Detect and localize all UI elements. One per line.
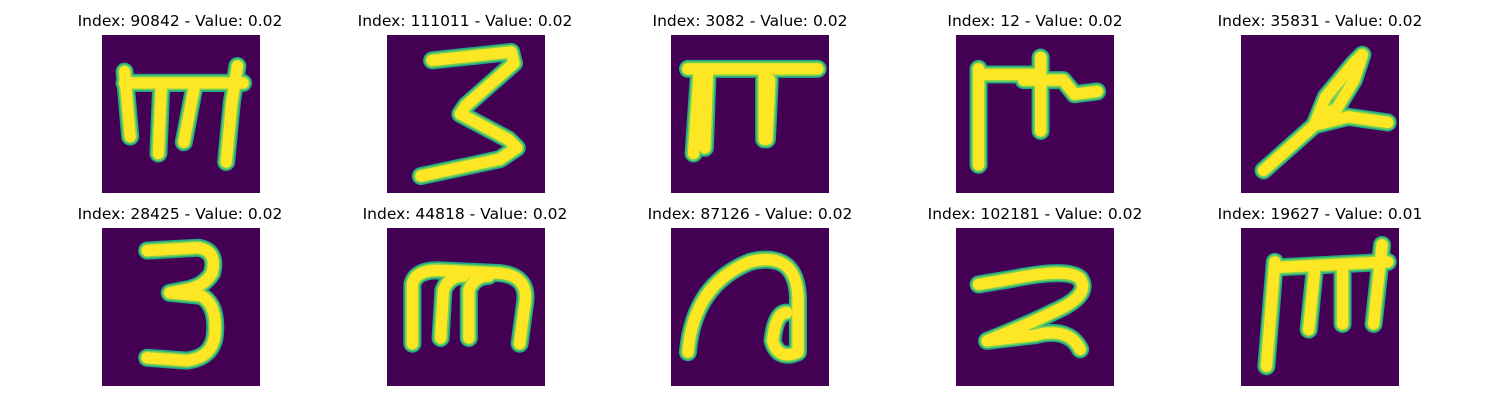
panel-1-image <box>102 35 260 193</box>
panel-8-image <box>671 228 829 386</box>
panel-3-title: Index: 3082 - Value: 0.02 <box>652 12 848 30</box>
panel-7-title: Index: 44818 - Value: 0.02 <box>362 205 568 223</box>
panel-4-title: Index: 12 - Value: 0.02 <box>947 12 1123 30</box>
panel-6-image <box>102 228 260 386</box>
panel-6-title: Index: 28425 - Value: 0.02 <box>77 205 283 223</box>
panel-1-title: Index: 90842 - Value: 0.02 <box>77 12 283 30</box>
panel-5-title: Index: 35831 - Value: 0.02 <box>1217 12 1423 30</box>
panel-2-title: Index: 111011 - Value: 0.02 <box>357 12 573 30</box>
panel-2-image <box>387 35 545 193</box>
panel-3-image <box>671 35 829 193</box>
panel-10-image <box>1241 228 1399 386</box>
panel-9-image <box>956 228 1114 386</box>
panel-10-title: Index: 19627 - Value: 0.01 <box>1217 205 1423 223</box>
panel-4-image <box>956 35 1114 193</box>
panel-7-image <box>387 228 545 386</box>
panel-9-title: Index: 102181 - Value: 0.02 <box>927 205 1143 223</box>
panel-8-title: Index: 87126 - Value: 0.02 <box>647 205 853 223</box>
panel-5-image <box>1241 35 1399 193</box>
